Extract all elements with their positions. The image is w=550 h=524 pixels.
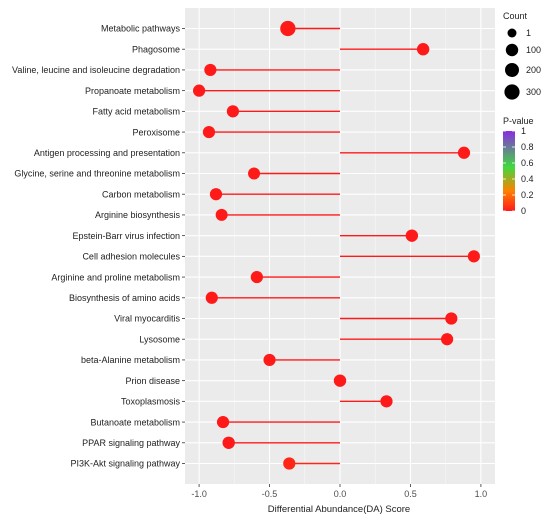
count-legend-label: 200 xyxy=(526,65,541,75)
lollipop-dot xyxy=(209,188,223,201)
count-legend-dot xyxy=(505,63,519,77)
count-legend-label: 100 xyxy=(526,45,541,55)
x-tick-label: -1.0 xyxy=(191,489,207,499)
pvalue-tick-label: 0.2 xyxy=(521,190,534,200)
y-tick-label: Lysosome xyxy=(139,334,180,344)
y-tick-label: Viral myocarditis xyxy=(114,314,180,324)
y-tick-label: Fatty acid metabolism xyxy=(92,107,180,117)
lollipop-dot xyxy=(205,291,218,304)
pvalue-tick-label: 0.8 xyxy=(521,142,534,152)
y-tick-label: Epstein-Barr virus infection xyxy=(72,231,180,241)
y-tick-label: Cell adhesion molecules xyxy=(82,252,180,262)
lollipop-dot xyxy=(248,167,261,180)
y-tick-label: Valine, leucine and isoleucine degradati… xyxy=(12,65,180,75)
pvalue-tick-label: 0.4 xyxy=(521,174,534,184)
x-tick-label: -0.5 xyxy=(262,489,278,499)
lollipop-dot xyxy=(416,43,430,56)
lollipop-dot xyxy=(457,146,471,159)
y-tick-label: PI3K-Akt signaling pathway xyxy=(70,459,180,469)
x-axis-title: Differential Abundance(DA) Score xyxy=(268,504,410,515)
lollipop-dot xyxy=(333,374,347,387)
y-tick-label: Biosynthesis of amino acids xyxy=(69,293,181,303)
lollipop-dot xyxy=(283,457,296,470)
lollipop-dot xyxy=(263,353,276,367)
lollipop-dot xyxy=(204,63,217,77)
pvalue-colorbar xyxy=(503,131,515,211)
lollipop-dot xyxy=(222,436,235,449)
count-legend-label: 1 xyxy=(526,28,531,38)
pvalue-legend-title: P-value xyxy=(503,116,534,126)
count-legend-title: Count xyxy=(503,11,528,21)
y-tick-label: Toxoplasmosis xyxy=(121,397,181,407)
y-tick-label: Phagosome xyxy=(132,44,180,54)
y-tick-label: Propanoate metabolism xyxy=(85,86,180,96)
y-tick-label: beta-Alanine metabolism xyxy=(81,355,180,365)
lollipop-dot xyxy=(467,250,480,263)
y-tick-label: Antigen processing and presentation xyxy=(34,148,180,158)
y-tick-label: Glycine, serine and threonine metabolism xyxy=(14,169,180,179)
count-legend-dot xyxy=(505,43,519,57)
y-tick-label: Butanoate metabolism xyxy=(90,417,180,427)
y-tick-label: Peroxisome xyxy=(132,127,180,137)
lollipop-dot xyxy=(405,229,419,242)
x-tick-label: 0.0 xyxy=(334,489,347,499)
y-tick-label: Metabolic pathways xyxy=(101,24,181,34)
lollipop-dot xyxy=(280,20,296,37)
pvalue-tick-label: 1 xyxy=(521,126,526,136)
x-axis-ticks: -1.0 -0.5 0.0 0.5 1.0 xyxy=(191,484,487,499)
y-tick-label: Arginine and proline metabolism xyxy=(51,272,180,282)
lollipop-dot xyxy=(226,105,240,118)
y-tick-label: Carbon metabolism xyxy=(102,189,180,199)
x-tick-label: 1.0 xyxy=(475,489,488,499)
lollipop-dot xyxy=(215,208,228,221)
pvalue-legend: P-value 0 0.2 0.4 0.6 0.8 1 xyxy=(503,116,534,216)
count-legend: Count 1 100 200 300 xyxy=(503,11,541,100)
pvalue-tick-label: 0.6 xyxy=(521,158,534,168)
y-tick-label: Arginine biosynthesis xyxy=(95,210,181,220)
y-tick-label: PPAR signaling pathway xyxy=(82,438,180,448)
x-tick-label: 0.5 xyxy=(404,489,417,499)
count-legend-dot xyxy=(507,28,517,38)
y-axis-labels: Metabolic pathways Phagosome Valine, leuci… xyxy=(12,24,185,469)
y-tick-label: Prion disease xyxy=(125,376,180,386)
lollipop-dot xyxy=(380,395,393,408)
lollipop-stems xyxy=(199,27,474,465)
lollipop-dots xyxy=(192,20,480,470)
lollipop-dot xyxy=(445,312,458,325)
count-legend-label: 300 xyxy=(526,87,541,97)
pvalue-tick-label: 0 xyxy=(521,206,526,216)
lollipop-dot xyxy=(192,84,206,97)
lollipop-dot xyxy=(440,333,454,346)
lollipop-dot xyxy=(202,125,216,139)
lollipop-dot xyxy=(250,270,263,284)
lollipop-dot xyxy=(216,415,230,429)
count-legend-dot xyxy=(504,84,520,100)
